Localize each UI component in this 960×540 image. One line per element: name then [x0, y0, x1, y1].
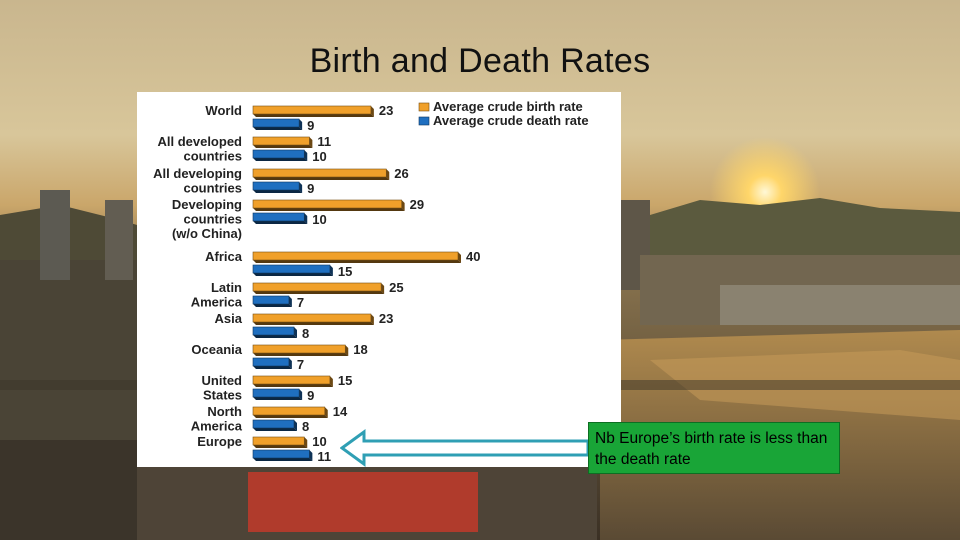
death-bar — [252, 264, 333, 276]
death-bar — [252, 388, 303, 400]
birth-value-label: 15 — [338, 373, 352, 388]
death-bar — [252, 449, 313, 461]
category-label: countries — [183, 149, 242, 164]
category-label: America — [191, 419, 243, 434]
birth-bar — [252, 375, 333, 387]
chart-panel: 23 9 World 11 10 All developed countries 26 9 All… — [137, 92, 621, 467]
category-label: countries — [183, 181, 242, 196]
death-bar — [252, 149, 308, 161]
death-bar — [252, 357, 292, 369]
birth-bar — [252, 313, 374, 325]
birth-bar — [252, 344, 349, 356]
legend-swatch-birth — [418, 102, 430, 112]
birth-bar — [252, 168, 390, 180]
birth-value-label: 10 — [312, 434, 326, 449]
birth-bar — [252, 406, 328, 418]
birth-value-label: 11 — [317, 134, 331, 149]
slide-title: Birth and Death Rates — [309, 42, 651, 80]
category-label: (w/o China) — [172, 226, 242, 241]
birth-value-label: 23 — [379, 103, 393, 118]
death-value-label: 8 — [302, 419, 309, 434]
birth-bar — [252, 436, 308, 448]
category-label: Africa — [205, 249, 243, 264]
birth-value-label: 25 — [389, 280, 403, 295]
birth-bar — [252, 251, 461, 263]
legend-label-birth: Average crude birth rate — [433, 99, 583, 114]
death-value-label: 8 — [302, 326, 309, 341]
death-value-label: 9 — [307, 388, 314, 403]
birth-value-label: 23 — [379, 311, 393, 326]
death-value-label: 9 — [307, 118, 314, 133]
death-value-label: 7 — [297, 357, 304, 372]
arrow-shape — [340, 429, 590, 467]
death-value-label: 10 — [312, 212, 326, 227]
category-label: Europe — [197, 434, 242, 449]
birth-bar — [252, 199, 405, 211]
category-label: America — [191, 295, 243, 310]
category-label: All developing — [153, 166, 242, 181]
birth-value-label: 14 — [333, 404, 348, 419]
category-label: North — [207, 404, 242, 419]
category-label: Latin — [211, 280, 242, 295]
birth-value-label: 40 — [466, 249, 480, 264]
birth-bar — [252, 282, 385, 294]
category-label: Developing — [172, 197, 242, 212]
left-arrow-icon — [340, 429, 590, 467]
birth-value-label: 26 — [394, 166, 408, 181]
death-bar — [252, 181, 303, 193]
death-bar — [252, 419, 297, 431]
category-label: United — [202, 373, 243, 388]
legend-label-death: Average crude death rate — [433, 113, 589, 128]
death-value-label: 9 — [307, 181, 314, 196]
death-bar — [252, 295, 292, 307]
death-bar — [252, 326, 297, 338]
birth-value-label: 18 — [353, 342, 367, 357]
category-label: Oceania — [191, 342, 242, 357]
death-bar — [252, 212, 308, 224]
category-label: countries — [183, 212, 242, 227]
category-label: All developed — [157, 134, 242, 149]
note-box: Nb Europe’s birth rate is less than the … — [588, 422, 840, 474]
category-label: Asia — [215, 311, 243, 326]
category-label: World — [205, 103, 242, 118]
death-bar — [252, 118, 303, 130]
birth-bar — [252, 105, 374, 117]
death-value-label: 15 — [338, 264, 352, 279]
category-label: States — [203, 388, 242, 403]
birth-bar — [252, 136, 313, 148]
birth-value-label: 29 — [410, 197, 424, 212]
death-value-label: 10 — [312, 149, 326, 164]
legend-swatch-death — [418, 116, 430, 126]
death-value-label: 11 — [317, 449, 331, 464]
death-value-label: 7 — [297, 295, 304, 310]
note-text: Nb Europe’s birth rate is less than the … — [595, 430, 828, 468]
